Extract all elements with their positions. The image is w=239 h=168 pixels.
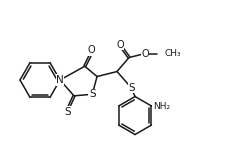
Text: O: O xyxy=(141,49,149,58)
Text: S: S xyxy=(129,82,135,93)
Text: N: N xyxy=(56,75,64,85)
Text: S: S xyxy=(65,107,71,117)
Text: S: S xyxy=(89,89,96,99)
Text: O: O xyxy=(116,39,124,50)
Text: NH₂: NH₂ xyxy=(153,101,170,111)
Text: CH₃: CH₃ xyxy=(164,49,181,58)
Text: O: O xyxy=(88,45,96,55)
